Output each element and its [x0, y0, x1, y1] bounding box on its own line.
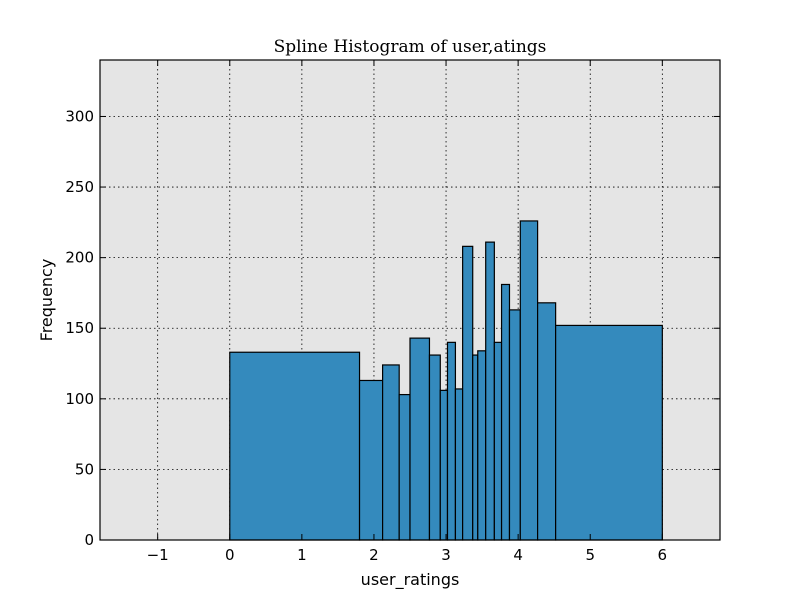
- x-tick-labels: −1 0 1 2 3 4 5 6: [147, 546, 667, 564]
- histogram-bar: [462, 245, 474, 541]
- histogram-bar: [454, 388, 464, 541]
- chart-title: Spline Histogram of user,atings: [274, 37, 547, 57]
- y-tick-label: 300: [65, 107, 94, 125]
- x-tick-label: 0: [225, 546, 235, 564]
- histogram-bar: [537, 302, 557, 541]
- x-tick-label: 4: [513, 546, 523, 564]
- y-axis-label: Frequency: [37, 259, 56, 342]
- grid-lines: [100, 60, 720, 541]
- histogram-bar: [493, 341, 503, 541]
- y-tick-label: 0: [84, 531, 94, 549]
- histogram-bar: [229, 351, 361, 541]
- histogram-bar: [446, 341, 457, 541]
- histogram-bar: [477, 350, 487, 541]
- y-tick-label: 50: [75, 460, 94, 478]
- y-tick-labels: 0 50 100 150 200 250 300: [65, 107, 94, 549]
- x-axis-label: user_ratings: [361, 570, 460, 590]
- tick-marks: [100, 60, 720, 541]
- histogram-bar: [485, 241, 495, 541]
- histogram-bar: [398, 393, 411, 541]
- x-tick-label: 1: [297, 546, 307, 564]
- x-tick-label: 3: [441, 546, 451, 564]
- y-tick-label: 200: [65, 249, 94, 267]
- histogram-bar: [500, 283, 511, 541]
- y-tick-label: 100: [65, 390, 94, 408]
- x-tick-label: 2: [369, 546, 379, 564]
- x-tick-label: −1: [147, 546, 169, 564]
- histogram-bar: [555, 324, 663, 541]
- histogram-bar: [519, 220, 539, 541]
- histogram-bar: [472, 354, 479, 541]
- y-tick-label: 150: [65, 319, 94, 337]
- histogram-bar: [358, 379, 384, 541]
- histogram-bar: [382, 364, 400, 541]
- histogram-bar: [439, 389, 449, 541]
- histogram-bar: [428, 354, 441, 541]
- histogram-bar: [508, 309, 521, 541]
- x-tick-label: 5: [585, 546, 595, 564]
- histogram-bar: [409, 337, 431, 541]
- plot-frame: [99, 59, 721, 541]
- y-tick-label: 250: [65, 178, 94, 196]
- bars-group: [229, 220, 663, 541]
- x-tick-label: 6: [658, 546, 668, 564]
